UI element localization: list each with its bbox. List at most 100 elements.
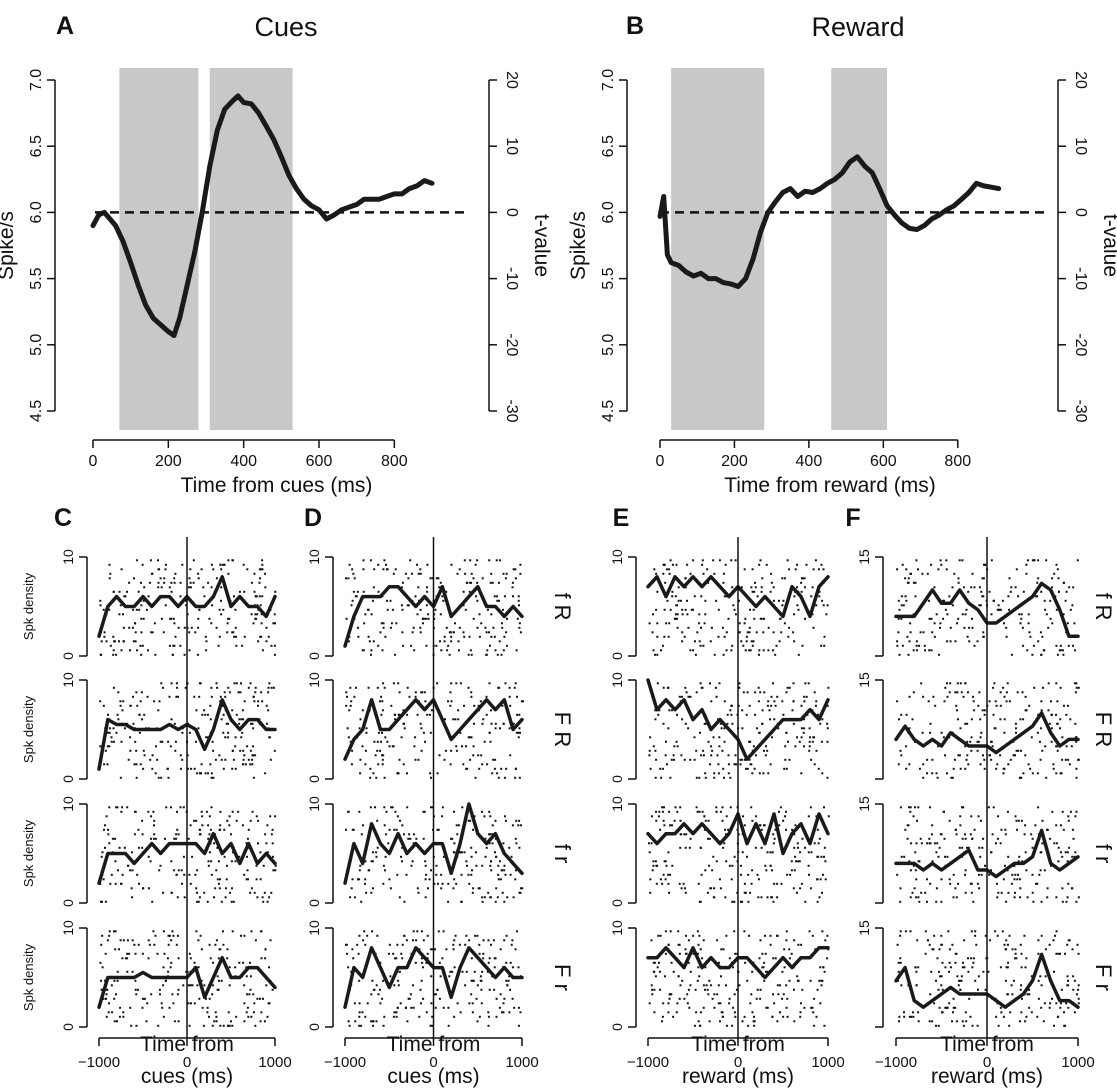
- spike-dot: [969, 740, 972, 743]
- spike-dot: [187, 837, 190, 840]
- spike-dot: [926, 758, 929, 761]
- spike-dot: [905, 745, 908, 748]
- spike-dot: [766, 1006, 769, 1009]
- spike-dot: [826, 740, 829, 743]
- spike-dot: [502, 649, 505, 652]
- spike-dot: [446, 649, 449, 652]
- spike-dot: [220, 586, 223, 589]
- spike-dot: [1036, 882, 1039, 885]
- spike-dot: [699, 948, 702, 951]
- spike-dot: [476, 599, 479, 602]
- spike-dot: [918, 767, 921, 770]
- spike-dot: [188, 649, 191, 652]
- spike-dot: [689, 572, 692, 575]
- spike-dot: [940, 900, 943, 903]
- spike-dot: [222, 713, 225, 716]
- spike-dot: [731, 586, 734, 589]
- spike-dot: [215, 869, 218, 872]
- spike-dot: [684, 577, 687, 580]
- spike-dot: [484, 855, 487, 858]
- spike-dot: [227, 572, 230, 575]
- spike-dot: [1066, 943, 1069, 946]
- spike-dot: [922, 631, 925, 634]
- spike-dot: [388, 828, 391, 831]
- spike-dot: [824, 860, 827, 863]
- spike-dot: [673, 617, 676, 620]
- spike-dot: [786, 686, 789, 689]
- spike-dot: [739, 864, 742, 867]
- spike-dot: [220, 979, 223, 982]
- spike-dot: [378, 988, 381, 991]
- spike-dot: [1002, 772, 1005, 775]
- spike-dot: [778, 640, 781, 643]
- spike-dot: [793, 833, 796, 836]
- spike-dot: [1014, 722, 1017, 725]
- spike-dot: [189, 957, 192, 960]
- spike-dot: [966, 846, 968, 849]
- spike-dot: [383, 806, 386, 809]
- spike-dot: [415, 939, 418, 942]
- spike-dot: [659, 767, 662, 770]
- spike-dot: [723, 740, 726, 743]
- spike-dot: [148, 581, 151, 584]
- spike-dot: [917, 966, 920, 969]
- spike-dot: [405, 939, 408, 942]
- spike-dot: [684, 948, 687, 951]
- spike-dot: [103, 763, 106, 766]
- spike-dot: [469, 649, 472, 652]
- shaded-interval: [831, 68, 888, 430]
- spike-dot: [1048, 1006, 1051, 1009]
- spike-dot: [149, 559, 152, 562]
- spike-dot: [473, 704, 476, 707]
- spike-dot: [103, 635, 106, 638]
- spike-dot: [819, 878, 822, 881]
- spike-dot: [786, 997, 789, 1000]
- spike-dot: [951, 776, 954, 779]
- spike-dot: [996, 837, 999, 840]
- spike-dot: [218, 608, 221, 611]
- spike-dot: [174, 572, 177, 575]
- spike-dot: [1016, 828, 1018, 831]
- spike-dot: [1049, 1002, 1052, 1005]
- spike-dot: [99, 961, 102, 964]
- spike-dot: [487, 939, 490, 942]
- spike-dot: [443, 635, 446, 638]
- spike-dot: [687, 961, 690, 964]
- spike-dot: [453, 939, 456, 942]
- y-tick-label: 0: [609, 652, 625, 660]
- spike-dot: [1048, 943, 1051, 946]
- spike-dot: [245, 878, 248, 881]
- spike-dot: [958, 846, 961, 849]
- spike-dot: [774, 828, 777, 831]
- spike-dot: [100, 943, 103, 946]
- spike-dot: [196, 900, 199, 903]
- spike-dot: [657, 934, 660, 937]
- spike-dot: [397, 682, 400, 685]
- spike-dot: [510, 855, 513, 858]
- spike-dot: [383, 686, 386, 689]
- spike-dot: [970, 930, 973, 933]
- panel-title: Cues: [254, 12, 317, 42]
- x-tick-label: −1000: [875, 1054, 917, 1071]
- spike-dot: [204, 713, 207, 716]
- spike-dot: [347, 966, 350, 969]
- spike-dot: [105, 1015, 108, 1018]
- spike-dot: [738, 599, 740, 602]
- spike-dot: [999, 842, 1002, 845]
- spike-dot: [776, 984, 779, 987]
- spike-dot: [653, 961, 656, 964]
- spike-dot: [813, 763, 816, 766]
- spike-dot: [175, 682, 178, 685]
- spike-dot: [800, 577, 803, 580]
- spike-dot: [508, 975, 511, 978]
- spike-dot: [1036, 595, 1038, 598]
- spike-dot: [765, 745, 767, 748]
- spike-dot: [170, 806, 172, 809]
- spike-dot: [401, 846, 404, 849]
- spike-dot: [391, 608, 394, 611]
- spike-dot: [821, 599, 824, 602]
- spike-dot: [267, 709, 270, 712]
- spike-dot: [815, 700, 818, 703]
- spike-dot: [765, 869, 768, 872]
- spike-dot: [1036, 772, 1039, 775]
